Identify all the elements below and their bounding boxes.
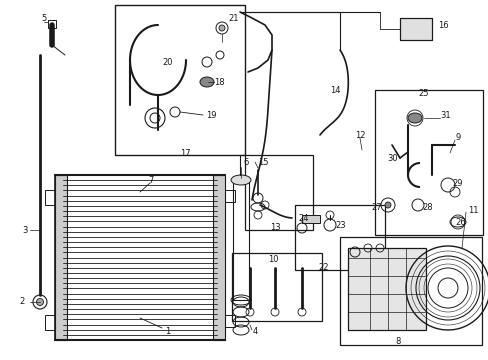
Text: 15: 15 (258, 158, 268, 166)
Text: 11: 11 (467, 206, 478, 215)
Text: 13: 13 (269, 222, 280, 231)
Text: 29: 29 (451, 179, 462, 188)
Text: 8: 8 (394, 338, 400, 346)
Bar (374, 90, 482, 235)
Bar (55, 175, 224, 340)
Bar (224, 190, 235, 202)
Text: 26: 26 (454, 217, 465, 226)
Ellipse shape (230, 175, 250, 185)
Bar (231, 253, 321, 321)
Ellipse shape (200, 77, 214, 87)
Bar (302, 215, 319, 223)
Bar (55, 175, 67, 340)
Text: 25: 25 (417, 89, 427, 98)
Text: 31: 31 (439, 111, 450, 120)
Bar (244, 155, 312, 230)
Bar (48, 20, 56, 28)
Circle shape (219, 25, 224, 31)
Text: 21: 21 (227, 14, 238, 23)
Bar (45, 315, 55, 330)
Text: 24: 24 (297, 213, 308, 222)
Bar (232, 180, 248, 300)
Text: 5: 5 (41, 14, 46, 23)
Bar (45, 190, 55, 205)
Circle shape (384, 202, 390, 208)
Text: 7: 7 (148, 176, 153, 185)
Bar (347, 248, 425, 330)
Bar (115, 5, 244, 155)
Text: 22: 22 (317, 264, 328, 273)
Text: 20: 20 (162, 58, 172, 67)
Text: 23: 23 (334, 220, 345, 230)
Text: 9: 9 (454, 132, 459, 141)
Text: 19: 19 (205, 111, 216, 120)
Text: 2: 2 (20, 297, 24, 306)
Text: 10: 10 (267, 256, 278, 265)
Text: 27: 27 (370, 202, 381, 212)
Bar (399, 18, 431, 40)
Bar (213, 175, 224, 340)
Text: 17: 17 (180, 149, 190, 158)
Ellipse shape (407, 113, 421, 123)
Text: 18: 18 (214, 77, 224, 86)
Text: 1: 1 (164, 328, 170, 337)
Text: 16: 16 (437, 21, 447, 30)
Text: 4: 4 (252, 328, 258, 337)
Text: 3: 3 (22, 225, 27, 234)
Text: 12: 12 (354, 131, 365, 140)
Bar (224, 315, 235, 327)
Text: 6: 6 (243, 158, 248, 166)
Bar (339, 237, 481, 345)
Bar (399, 18, 431, 40)
Text: 28: 28 (421, 202, 432, 212)
Circle shape (37, 298, 43, 306)
Text: 14: 14 (329, 86, 340, 95)
Bar (294, 205, 384, 270)
Text: 30: 30 (386, 153, 397, 162)
